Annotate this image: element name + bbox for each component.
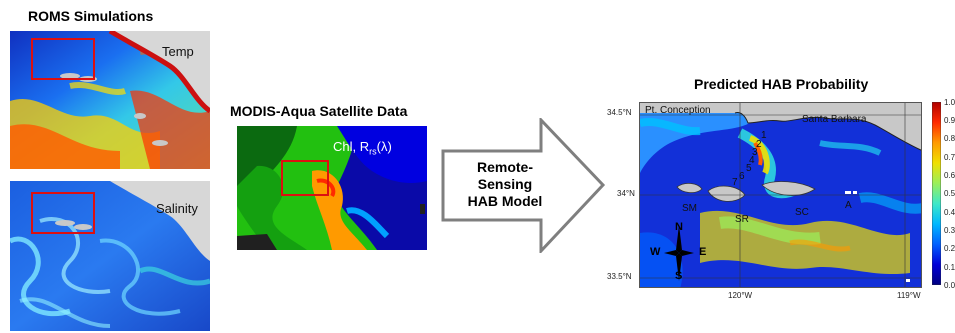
lat-tick-33-5: 33.5°N bbox=[607, 272, 632, 281]
salinity-map-image bbox=[10, 181, 210, 331]
modis-title: MODIS-Aqua Satellite Data bbox=[230, 103, 408, 119]
modis-variables-label: Chl, Rrs(λ) bbox=[333, 139, 392, 157]
station-7: 7 bbox=[732, 177, 738, 188]
station-2: 2 bbox=[756, 139, 762, 150]
station-6: 6 bbox=[739, 171, 745, 182]
compass-s: S bbox=[675, 270, 683, 282]
compass-n: N bbox=[675, 221, 683, 233]
modis-region-box bbox=[281, 160, 329, 196]
model-line-1: Remote- bbox=[476, 159, 533, 175]
roms-title: ROMS Simulations bbox=[28, 8, 154, 24]
compass-w: W bbox=[650, 246, 661, 258]
station-5: 5 bbox=[746, 163, 752, 174]
r-text: R bbox=[359, 139, 370, 154]
lon-tick-120: 120°W bbox=[728, 291, 753, 300]
lat-tick-34-5: 34.5°N bbox=[607, 108, 632, 117]
station-4: 4 bbox=[749, 155, 755, 166]
colorbar-tick-0-8: 0.8 bbox=[944, 134, 955, 143]
model-arrow bbox=[441, 118, 606, 253]
colorbar-tick-0-4: 0.4 bbox=[944, 208, 955, 217]
compass-icon bbox=[664, 225, 694, 281]
prediction-title: Predicted HAB Probability bbox=[694, 76, 869, 92]
roms-temp-map: Temp bbox=[10, 31, 210, 169]
salinity-region-box bbox=[31, 192, 95, 234]
sr-label: SR bbox=[735, 214, 749, 225]
sm-label: SM bbox=[682, 203, 697, 214]
temp-label: Temp bbox=[162, 44, 194, 59]
colorbar-tick-0-0: 0.0 bbox=[944, 281, 955, 290]
colorbar-tick-0-5: 0.5 bbox=[944, 189, 955, 198]
sc-label: SC bbox=[795, 207, 809, 218]
pt-conception-label: Pt. Conception bbox=[645, 105, 711, 116]
model-line-2: Sensing bbox=[477, 176, 533, 192]
model-line-3: HAB Model bbox=[467, 193, 543, 209]
colorbar-gradient bbox=[931, 101, 942, 286]
colorbar-tick-0-1: 0.1 bbox=[944, 263, 955, 272]
temp-region-box bbox=[31, 38, 95, 80]
colorbar-tick-0-7: 0.7 bbox=[944, 153, 955, 162]
colorbar-tick-0-9: 0.9 bbox=[944, 116, 955, 125]
roms-salinity-map: Salinity bbox=[10, 181, 210, 331]
chl-text: Chl, bbox=[333, 139, 360, 154]
santa-barbara-label: Santa Barbara bbox=[802, 114, 867, 125]
temp-map-image bbox=[10, 31, 210, 169]
prediction-map: Pt. Conception Santa Barbara SM SR SC A … bbox=[639, 102, 922, 288]
compass-e: E bbox=[699, 246, 707, 258]
a-label: A bbox=[845, 200, 852, 211]
colorbar-ticks: 1.0 0.9 0.8 0.7 0.6 0.5 0.4 0.3 0.2 0.1 … bbox=[944, 98, 955, 290]
lat-tick-34: 34°N bbox=[617, 189, 635, 198]
model-label: Remote- Sensing HAB Model bbox=[455, 159, 555, 210]
modis-map-image bbox=[237, 126, 427, 250]
station-1: 1 bbox=[761, 130, 767, 141]
rs-subscript: rs bbox=[369, 146, 377, 157]
colorbar-tick-0-2: 0.2 bbox=[944, 244, 955, 253]
colorbar bbox=[931, 101, 942, 286]
colorbar-tick-0-3: 0.3 bbox=[944, 226, 955, 235]
lon-tick-119: 119°W bbox=[897, 291, 921, 300]
modis-map: Chl, Rrs(λ) bbox=[237, 126, 427, 250]
prediction-map-image bbox=[640, 103, 921, 287]
salinity-label: Salinity bbox=[156, 201, 198, 216]
colorbar-tick-1-0: 1.0 bbox=[944, 98, 955, 107]
colorbar-tick-0-6: 0.6 bbox=[944, 171, 955, 180]
lambda-text: (λ) bbox=[376, 139, 392, 154]
station-3: 3 bbox=[752, 147, 758, 158]
